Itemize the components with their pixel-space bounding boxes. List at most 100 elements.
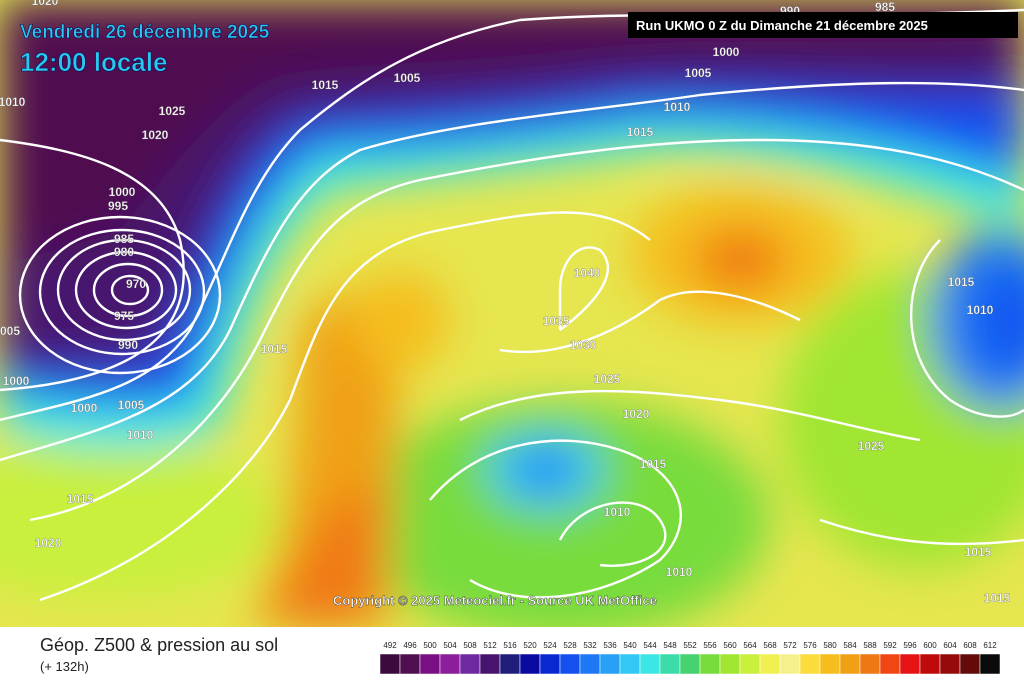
isobar-label: 1010	[127, 428, 154, 442]
isobar-label: 1015	[261, 342, 288, 356]
isobar-label: 1000	[71, 401, 98, 415]
isobar-label: 1020	[142, 128, 169, 142]
isobar-label: 1005	[685, 66, 712, 80]
scale-label: 508	[463, 641, 477, 650]
scale-swatch	[479, 653, 501, 675]
scale-label: 592	[883, 641, 897, 650]
scale-label: 560	[723, 641, 737, 650]
scale-swatch	[639, 653, 661, 675]
scale-swatch	[819, 653, 841, 675]
scale-swatch	[379, 653, 401, 675]
scale-swatch	[519, 653, 541, 675]
scale-swatch	[599, 653, 621, 675]
isobar-label: 985	[875, 0, 895, 14]
scale-swatch	[859, 653, 881, 675]
scale-label: 548	[663, 641, 677, 650]
scale-swatch	[419, 653, 441, 675]
scale-swatch	[759, 653, 781, 675]
scale-label: 564	[743, 641, 757, 650]
isobar-label: 1010	[0, 95, 26, 109]
scale-label: 524	[543, 641, 557, 650]
isobar-label: 1005	[118, 398, 145, 412]
field	[0, 0, 1024, 640]
isobar-label: 1020	[35, 536, 62, 550]
isobar-label: 1010	[664, 100, 691, 114]
isobar-label: 985	[114, 232, 134, 246]
scale-label: 544	[643, 641, 657, 650]
scale-label: 536	[603, 641, 617, 650]
scale-swatch	[559, 653, 581, 675]
scale-label: 572	[783, 641, 797, 650]
scale-swatch	[959, 653, 981, 675]
isobar-label: 1020	[32, 0, 59, 8]
scale-label: 496	[403, 641, 417, 650]
scale-label: 580	[823, 641, 837, 650]
isobar-label: 1025	[594, 372, 621, 386]
scale-label: 552	[683, 641, 697, 650]
scale-swatch	[539, 653, 561, 675]
scale-label: 600	[923, 641, 937, 650]
scale-swatch	[399, 653, 421, 675]
scale-swatch	[979, 653, 1001, 675]
scale-label: 576	[803, 641, 817, 650]
isobar-label: 1030	[570, 338, 597, 352]
isobar-label: 1000	[3, 374, 30, 388]
scale-swatch	[579, 653, 601, 675]
scale-swatch	[499, 653, 521, 675]
isobar-label: 1015	[984, 591, 1011, 605]
isobar-label: 1015	[948, 275, 975, 289]
isobar-label: 1020	[623, 407, 650, 421]
scale-swatch	[619, 653, 641, 675]
scale-label: 568	[763, 641, 777, 650]
scale-label: 584	[843, 641, 857, 650]
isobar-label: 1015	[627, 125, 654, 139]
scale-label: 504	[443, 641, 457, 650]
scale-label: 492	[383, 641, 397, 650]
scale-swatch	[679, 653, 701, 675]
isobar-label: 1000	[713, 45, 740, 59]
scale-swatch	[719, 653, 741, 675]
run-box	[628, 12, 1018, 38]
scale-label: 500	[423, 641, 437, 650]
forecast-time: 12:00 locale	[20, 47, 167, 77]
legend-step: (+ 132h)	[40, 659, 89, 674]
isobar-label: 990	[118, 338, 138, 352]
isobar-label: 995	[108, 199, 128, 213]
legend-title: Géop. Z500 & pression au sol	[40, 635, 278, 655]
scale-label: 540	[623, 641, 637, 650]
scale-label: 612	[983, 641, 997, 650]
scale-swatch	[939, 653, 961, 675]
scale-swatch	[839, 653, 861, 675]
scale-label: 556	[703, 641, 717, 650]
isobar-label: 1010	[967, 303, 994, 317]
isobar-label: 975	[114, 309, 134, 323]
color-scale: 492 496 500 504 508 512 516 520 524 528 532 536 540 5…	[379, 641, 1001, 675]
isobar-label: 1015	[312, 78, 339, 92]
scale-swatch	[779, 653, 801, 675]
isobar-label: 005	[0, 324, 20, 338]
scale-swatch	[739, 653, 761, 675]
scale-label: 520	[523, 641, 537, 650]
isobar-label: 1000	[109, 185, 136, 199]
scale-swatch	[699, 653, 721, 675]
scale-swatch	[899, 653, 921, 675]
run-info: Run UKMO 0 Z du Dimanche 21 décembre 202…	[636, 18, 928, 33]
isobar-label: 1025	[858, 439, 885, 453]
scale-label: 596	[903, 641, 917, 650]
scale-label: 532	[583, 641, 597, 650]
isobar-label: 1035	[543, 314, 570, 328]
scale-label: 604	[943, 641, 957, 650]
isobar-label: 1005	[394, 71, 421, 85]
scale-label: 512	[483, 641, 497, 650]
isobar-label: 1015	[640, 457, 667, 471]
copyright: Copyright © 2025 Meteociel.fr - Source U…	[333, 593, 657, 608]
forecast-date: Vendredi 26 décembre 2025	[20, 22, 270, 43]
scale-swatch	[919, 653, 941, 675]
isobar-label: 1010	[666, 565, 693, 579]
scale-label: 528	[563, 641, 577, 650]
isobar-label: 1010	[604, 505, 631, 519]
scale-swatch	[459, 653, 481, 675]
scale-label: 516	[503, 641, 517, 650]
